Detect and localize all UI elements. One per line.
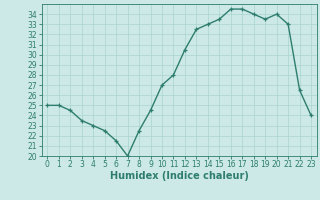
X-axis label: Humidex (Indice chaleur): Humidex (Indice chaleur) bbox=[110, 171, 249, 181]
